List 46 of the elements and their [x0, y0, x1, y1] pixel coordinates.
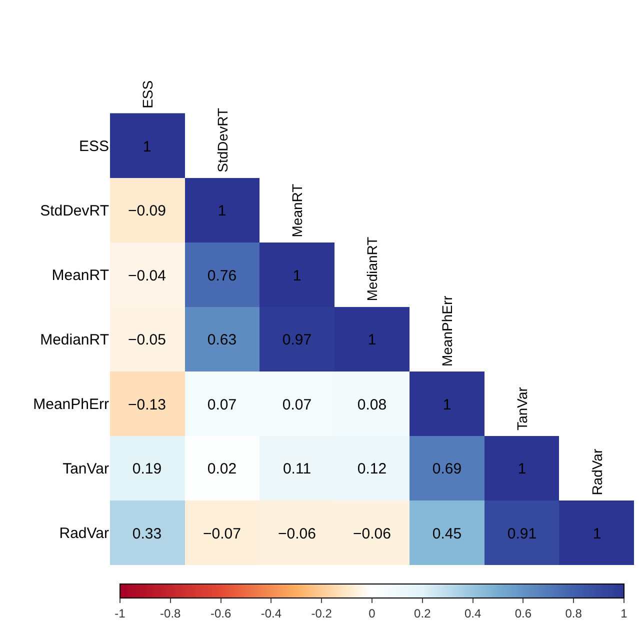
color-bar-label: 0.4	[464, 606, 482, 620]
data-label: −0.06	[278, 525, 316, 542]
color-bar-label: 0.6	[514, 606, 532, 620]
data-label: 0.19	[132, 460, 162, 478]
data-label: 0.11	[282, 460, 312, 478]
color-bar-label: -0.6	[210, 606, 232, 620]
data-label: −0.13	[128, 396, 166, 414]
color-bar-label: -0.8	[160, 606, 182, 620]
data-label: 1	[218, 202, 226, 220]
data-label: 0.07	[207, 396, 237, 414]
color-bar-label: 1	[620, 606, 628, 620]
data-label: 1	[592, 525, 602, 542]
data-label: 0.69	[432, 460, 462, 478]
data-label: 0.45	[432, 525, 462, 542]
data-label: −0.05	[128, 331, 166, 348]
data-label: 0.02	[207, 460, 237, 478]
data-label: 0.12	[357, 460, 387, 478]
data-label: −0.06	[353, 525, 391, 542]
color-bar-label: -0.4	[260, 606, 282, 620]
data-label: −0.04	[128, 267, 166, 284]
data-label: 1	[142, 138, 152, 156]
color-bar-label: 0	[368, 606, 376, 620]
data-label: 0.63	[207, 331, 237, 348]
y-tick-label: ESS	[78, 138, 109, 155]
data-label: 0.07	[282, 396, 312, 414]
y-tick-label: MeanRT	[52, 266, 109, 284]
data-label: 1	[292, 267, 302, 284]
y-tick-label: RadVar	[59, 524, 109, 542]
color-bar-label: 0.8	[565, 606, 582, 620]
y-tick-label: MedianRT	[40, 331, 109, 348]
color-bar-label: -0.2	[311, 606, 332, 620]
y-tick-label: StdDevRT	[40, 202, 109, 220]
y-tick-label: TanVar	[62, 460, 109, 478]
data-label: 0.97	[282, 331, 312, 348]
data-label: 0.33	[132, 525, 162, 542]
data-label: 0.91	[507, 525, 537, 542]
data-label: 1	[518, 460, 526, 478]
color-bar-label: 0.2	[414, 606, 432, 620]
color-bar-label: -1	[114, 606, 126, 620]
data-label: 1	[442, 396, 452, 414]
data-label: 1	[368, 331, 376, 348]
data-label: 0.76	[207, 267, 237, 284]
data-label: −0.09	[128, 202, 166, 220]
data-label: −0.07	[203, 525, 241, 542]
y-tick-label: MeanPhErr	[33, 396, 109, 413]
data-label: 0.08	[357, 396, 387, 414]
